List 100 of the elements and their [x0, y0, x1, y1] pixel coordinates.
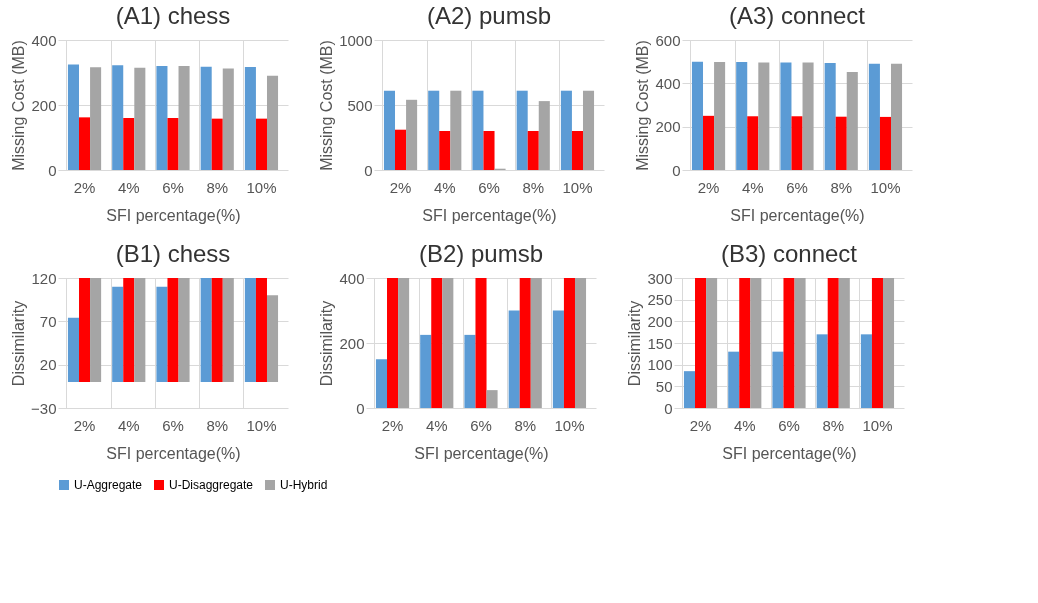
bar — [123, 278, 135, 382]
x-axis-title: SFI percentage(%) — [106, 444, 241, 462]
bar — [79, 278, 91, 382]
y-tick-label: 50 — [655, 377, 673, 395]
bar — [90, 67, 102, 170]
bar — [714, 62, 726, 170]
bar — [167, 278, 179, 382]
chart-title: (A1) chess — [115, 2, 231, 29]
bar — [387, 278, 399, 408]
bar — [552, 310, 564, 408]
y-tick-label: 400 — [339, 269, 365, 287]
y-tick-label: 200 — [339, 334, 365, 352]
bar — [266, 75, 279, 170]
y-axis-title: Dissimilarity — [318, 300, 336, 387]
bar — [879, 116, 891, 170]
x-tick-label: 2% — [689, 416, 712, 434]
bar — [890, 63, 903, 170]
x-tick-label: 2% — [73, 178, 96, 196]
bar — [802, 62, 814, 170]
bar — [255, 118, 267, 170]
bar — [728, 351, 740, 408]
bar — [538, 101, 550, 170]
x-tick-label: 8% — [514, 416, 537, 434]
x-tick-label: 6% — [478, 178, 500, 196]
x-tick-label: 6% — [786, 178, 808, 196]
bar — [516, 90, 528, 170]
bar — [134, 67, 146, 170]
bar — [703, 115, 715, 170]
chart-title: (A2) pumsb — [426, 2, 552, 29]
x-tick-label: 4% — [433, 178, 456, 196]
x-tick-label: 2% — [697, 178, 720, 196]
bar — [772, 351, 784, 408]
bar — [882, 278, 895, 408]
x-tick-label: 10% — [246, 178, 277, 196]
bar — [112, 65, 124, 170]
legend-label: U-Disaggregate — [169, 478, 254, 492]
y-tick-label: 20 — [39, 356, 57, 374]
bar — [406, 99, 418, 170]
x-tick-label: 4% — [425, 416, 448, 434]
bar — [420, 334, 432, 408]
x-axis-title: SFI percentage(%) — [414, 444, 549, 462]
bar — [563, 278, 575, 408]
y-tick-label: 0 — [672, 161, 681, 179]
bar — [266, 295, 279, 382]
y-tick-label: 70 — [39, 312, 57, 330]
bar — [706, 278, 718, 408]
chart-title: (B3) connect — [720, 240, 858, 267]
bar — [90, 278, 102, 382]
bar — [222, 278, 234, 382]
bar — [222, 68, 234, 170]
bar — [156, 286, 168, 382]
bar — [211, 118, 223, 170]
bar — [824, 62, 836, 170]
x-tick-label: 6% — [162, 178, 184, 196]
y-tick-label: 0 — [356, 399, 365, 417]
bar — [530, 278, 542, 408]
bar — [816, 334, 828, 408]
x-tick-label: 2% — [73, 416, 96, 434]
bar — [835, 116, 847, 170]
bar — [794, 278, 806, 408]
bar — [442, 278, 454, 408]
bar — [211, 278, 223, 382]
y-tick-label: 400 — [31, 31, 57, 49]
y-axis-title: Missing Cost (MB) — [634, 40, 652, 171]
x-tick-label: 4% — [117, 416, 140, 434]
bar — [827, 278, 839, 408]
bar — [486, 390, 498, 408]
bar — [860, 334, 872, 408]
y-tick-label: 200 — [655, 118, 681, 136]
x-axis-title: SFI percentage(%) — [730, 206, 865, 224]
chart-title: (B1) chess — [115, 240, 231, 267]
bar — [791, 116, 803, 170]
bar — [428, 90, 440, 170]
y-tick-label: 600 — [655, 31, 681, 49]
y-tick-label: 0 — [364, 161, 373, 179]
x-tick-label: 2% — [381, 416, 404, 434]
y-tick-label: 150 — [647, 334, 673, 352]
bar — [846, 72, 858, 170]
y-tick-label: 200 — [647, 312, 673, 330]
y-tick-label: −30 — [31, 399, 57, 417]
bar — [838, 278, 850, 408]
x-tick-label: 8% — [206, 178, 229, 196]
x-tick-label: 8% — [522, 178, 545, 196]
x-axis-title: SFI percentage(%) — [422, 206, 557, 224]
bar — [783, 278, 795, 408]
bar — [244, 66, 256, 170]
y-axis-title: Missing Cost (MB) — [10, 40, 28, 171]
bar — [747, 116, 759, 170]
x-tick-label: 8% — [830, 178, 853, 196]
x-tick-label: 6% — [470, 416, 492, 434]
x-tick-label: 10% — [870, 178, 901, 196]
chart-title: (B2) pumsb — [418, 240, 544, 267]
x-tick-label: 8% — [822, 416, 845, 434]
bar — [395, 129, 407, 170]
y-tick-label: 400 — [655, 74, 681, 92]
bar — [450, 90, 462, 170]
x-tick-label: 4% — [117, 178, 140, 196]
y-tick-label: 1000 — [339, 31, 373, 49]
bar — [691, 61, 704, 170]
bar — [871, 278, 883, 408]
